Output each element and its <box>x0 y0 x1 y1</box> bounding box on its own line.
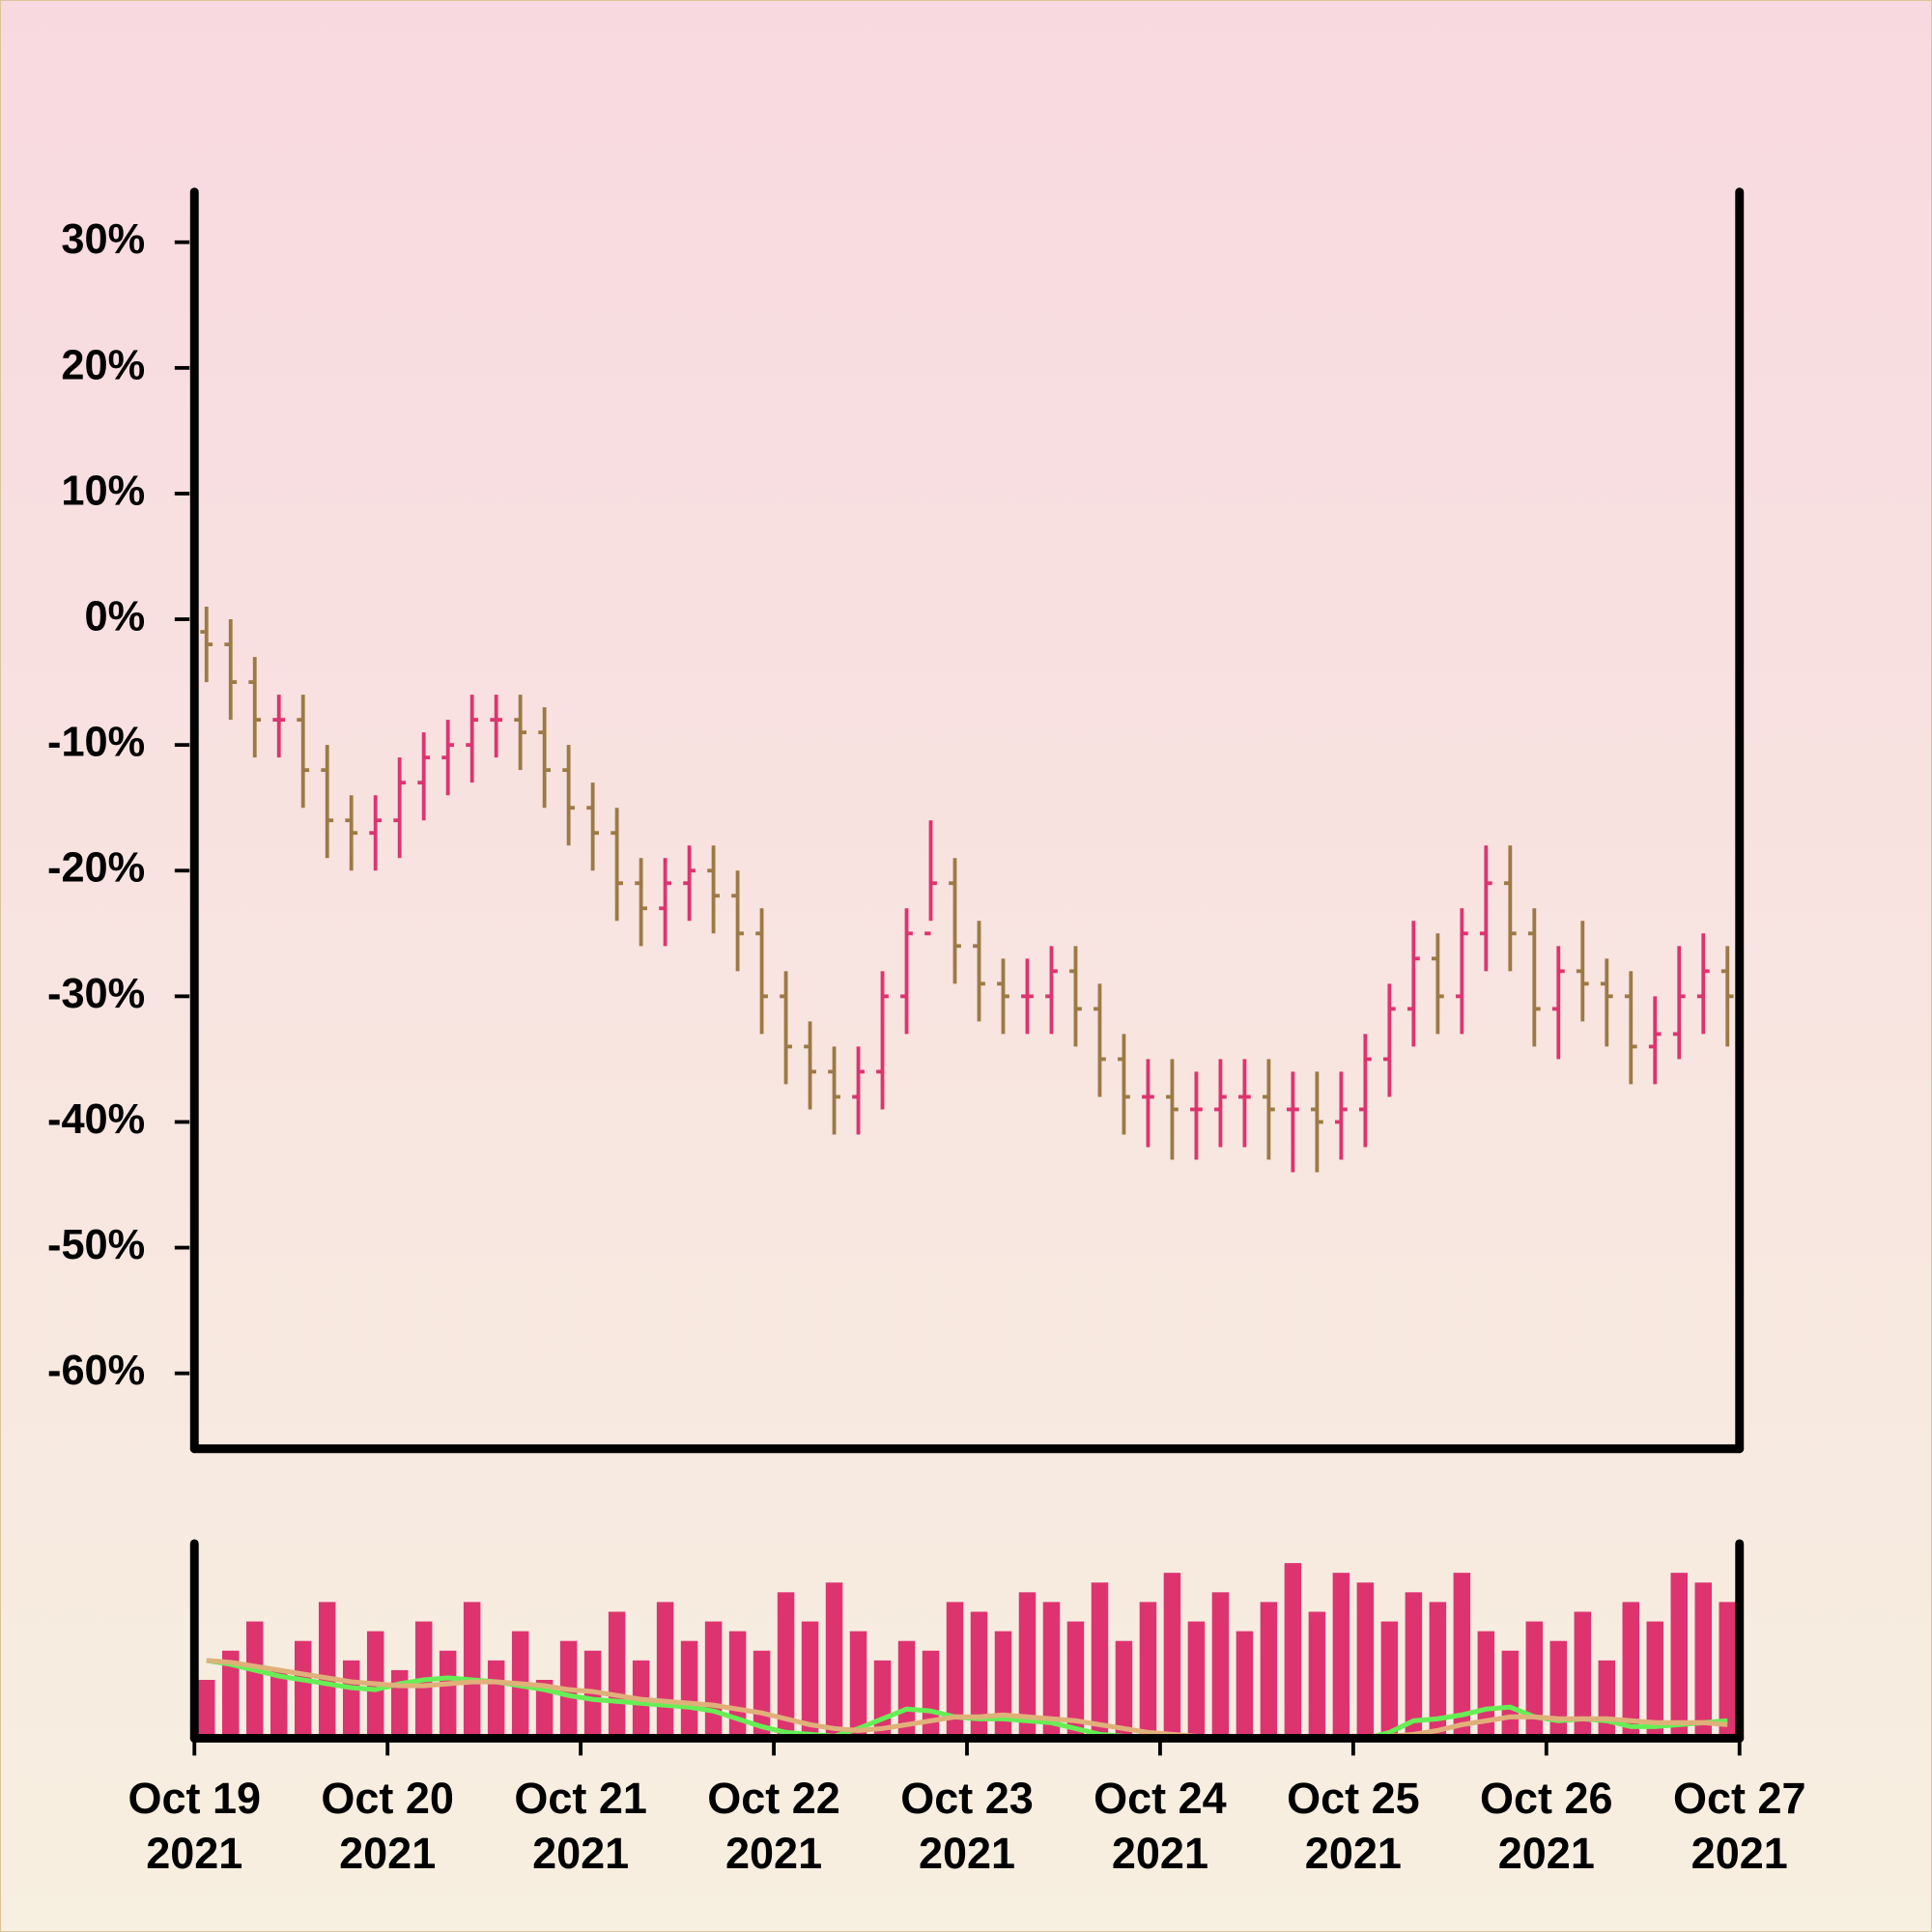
volume-bar <box>583 1650 602 1739</box>
x-tick-label: Oct 22 2021 <box>707 1773 840 1878</box>
volume-bar <box>1429 1602 1447 1739</box>
volume-bar <box>342 1660 360 1739</box>
volume-bar <box>318 1602 336 1739</box>
volume-bar <box>1501 1650 1520 1739</box>
x-tick-label: Oct 20 2021 <box>321 1773 454 1878</box>
volume-bar <box>1308 1611 1326 1739</box>
x-tick-label: Oct 21 2021 <box>514 1773 647 1878</box>
volume-bar <box>1719 1602 1736 1739</box>
x-tick-label: Oct 27 2021 <box>1672 1773 1806 1878</box>
volume-bar <box>994 1631 1012 1739</box>
y-tick-label: -50% <box>47 1222 145 1268</box>
volume-bar <box>1236 1631 1254 1739</box>
volume-bar <box>1356 1582 1375 1739</box>
y-tick-label: 0% <box>85 594 146 640</box>
volume-bar <box>1066 1621 1085 1739</box>
volume-bar <box>487 1660 505 1739</box>
volume-bar <box>970 1611 988 1739</box>
y-tick-label: -10% <box>47 720 145 766</box>
y-tick-label: -30% <box>47 971 145 1017</box>
volume-bar <box>922 1650 940 1739</box>
volume-bar <box>608 1611 626 1739</box>
volume-bar <box>1260 1602 1278 1739</box>
x-tick-label: Oct 19 2021 <box>128 1773 262 1878</box>
volume-bar <box>1574 1611 1592 1739</box>
volume-bar <box>680 1640 698 1739</box>
volume-bar <box>777 1592 795 1739</box>
volume-bar <box>1211 1592 1230 1739</box>
x-tick-label: Oct 25 2021 <box>1287 1773 1420 1878</box>
volume-bar <box>1139 1602 1157 1739</box>
volume-bar <box>849 1631 867 1739</box>
volume-bar <box>1453 1573 1471 1739</box>
volume-bar <box>1284 1563 1302 1739</box>
y-tick-label: -60% <box>47 1348 145 1394</box>
volume-bar <box>1332 1573 1350 1739</box>
y-tick-label: 20% <box>61 342 145 388</box>
volume-bar <box>221 1650 240 1739</box>
y-tick-label: 10% <box>61 468 145 514</box>
volume-bar <box>1380 1621 1399 1739</box>
volume-bar <box>1091 1582 1109 1739</box>
y-tick-label: -20% <box>47 845 145 892</box>
volume-bar <box>439 1650 457 1739</box>
volume-bar <box>1187 1621 1206 1739</box>
volume-bar <box>535 1680 554 1739</box>
volume-bar <box>825 1582 843 1739</box>
volume-bar <box>1670 1573 1689 1739</box>
volume-bar <box>1549 1640 1568 1739</box>
volume-bar <box>946 1602 964 1739</box>
volume-bar <box>1694 1582 1713 1739</box>
moving-average-line <box>206 1658 1728 1739</box>
volume-bar <box>1163 1573 1181 1739</box>
volume-bar <box>1622 1602 1640 1739</box>
volume-bar <box>656 1602 674 1739</box>
volume-bar <box>198 1680 215 1739</box>
volume-bar <box>704 1621 723 1739</box>
volume-bar <box>1042 1602 1061 1739</box>
x-tick-label: Oct 24 2021 <box>1094 1773 1227 1878</box>
volume-bar <box>1115 1640 1133 1739</box>
volume-bar <box>1598 1660 1616 1739</box>
x-tick-label: Oct 26 2021 <box>1480 1773 1613 1878</box>
volume-bar <box>1525 1621 1544 1739</box>
volume-bar <box>801 1621 819 1739</box>
volume-bar <box>270 1669 288 1739</box>
volume-bar <box>245 1621 264 1739</box>
volume-bar <box>1018 1592 1037 1739</box>
y-tick-label: -40% <box>47 1096 145 1143</box>
volume-bar <box>1405 1592 1423 1739</box>
y-tick-label: 30% <box>61 216 145 263</box>
volume-bar <box>1646 1621 1664 1739</box>
volume-bar <box>463 1602 481 1739</box>
volume-bar <box>294 1640 312 1739</box>
volume-bar <box>897 1640 916 1739</box>
moving-average-line <box>206 1658 1728 1739</box>
x-tick-label: Oct 23 2021 <box>900 1773 1034 1878</box>
volume-layer <box>198 1563 1736 1739</box>
